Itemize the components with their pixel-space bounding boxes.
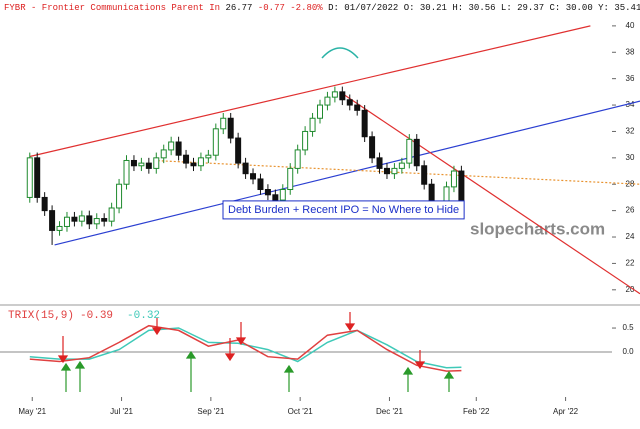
y-tick-label: 22: [626, 259, 635, 268]
candle-body: [458, 170, 465, 201]
indicator-text: -0.32: [127, 310, 160, 322]
candle-body: [398, 162, 405, 169]
y-tick-label: 24: [626, 232, 635, 241]
candle-body: [235, 137, 242, 164]
y-tick-label: 40: [626, 21, 635, 30]
y-tick-label: 38: [626, 47, 635, 56]
arc: [321, 47, 359, 59]
candle-body: [93, 218, 100, 225]
candle-body: [130, 159, 137, 167]
trix-line: [29, 327, 462, 369]
x-tick-label: Oct '21: [288, 407, 314, 416]
candle-body: [294, 149, 301, 169]
y-tick-label: 20: [626, 285, 635, 294]
indicator-text: TRIX(15,9): [8, 310, 74, 322]
candle-body: [138, 162, 145, 167]
candle-body: [264, 189, 271, 196]
candle-body: [160, 149, 167, 159]
candle-body: [324, 96, 331, 106]
candle-body: [272, 194, 279, 201]
candle-body: [302, 130, 309, 151]
y-tick-label: 34: [626, 100, 635, 109]
candle-body: [309, 117, 316, 132]
y-tick-label: 0.0: [622, 347, 634, 356]
y-tick-label: 30: [626, 153, 635, 162]
indicator-text: -0.39: [80, 310, 113, 322]
candle-body: [145, 162, 152, 169]
header: FYBR - Frontier Communications Parent In…: [4, 3, 640, 13]
x-tick-label: May '21: [18, 407, 46, 416]
candle-body: [220, 117, 227, 130]
candle-body: [197, 157, 204, 167]
candle-body: [26, 157, 33, 198]
up-arrows: [60, 350, 455, 392]
candle-body: [56, 225, 63, 231]
symbol: FYBR - Frontier Communications Parent In: [4, 3, 220, 13]
y-tick-label: 32: [626, 127, 635, 136]
candle-body: [153, 157, 160, 169]
x-tick-label: Dec '21: [376, 407, 403, 416]
indicator-label: TRIX(15,9) -0.39 -0.32: [8, 310, 160, 322]
last: 26.77: [225, 3, 252, 13]
arrows: [57, 312, 455, 392]
candle-body: [101, 218, 108, 222]
trendline: [153, 159, 640, 185]
y-tick-label: 26: [626, 206, 635, 215]
candle-body: [376, 157, 383, 169]
candle-body: [383, 167, 390, 175]
candle-body: [250, 173, 257, 180]
candle-body: [242, 162, 249, 175]
candle-body: [190, 162, 197, 167]
y-tick-label: 36: [626, 74, 635, 83]
candle-body: [78, 215, 85, 222]
candle-body: [317, 104, 323, 119]
candle-body: [406, 138, 413, 164]
watermark: slopecharts.com: [470, 219, 605, 238]
candle-body: [339, 91, 346, 101]
candle-body: [71, 216, 78, 222]
candle-body: [108, 207, 115, 222]
x-tick-label: Sep '21: [197, 407, 224, 416]
candle-body: [331, 91, 338, 98]
candle-body: [346, 99, 353, 106]
candle-body: [287, 167, 294, 191]
candle-body: [116, 183, 123, 209]
candle-body: [63, 216, 70, 227]
candle-body: [168, 141, 175, 151]
candle-body: [49, 210, 56, 231]
x-tick-label: Jul '21: [110, 407, 133, 416]
candle-body: [354, 104, 361, 111]
trendline: [29, 25, 591, 158]
candle-body: [212, 128, 219, 156]
ohlc: D: 01/07/2022 O: 30.21 H: 30.56 L: 29.37…: [328, 3, 640, 13]
candle-body: [183, 154, 190, 164]
candle-body: [86, 215, 93, 225]
candle-body: [257, 178, 264, 191]
candle-body: [391, 167, 398, 175]
y-tick-label: 0.5: [622, 323, 634, 332]
trendline: [339, 91, 640, 295]
trendline: [54, 100, 640, 246]
candle-body: [361, 109, 368, 138]
candle-body: [227, 117, 234, 139]
annotation: Debt Burden + Recent IPO = No Where to H…: [228, 204, 459, 216]
annotation-box: [222, 200, 465, 220]
candle-body: [205, 154, 212, 159]
candle-body: [421, 165, 428, 185]
x-tick-label: Apr '22: [553, 407, 579, 416]
candle-body: [34, 157, 41, 198]
candle-body: [369, 136, 376, 159]
x-tick-label: Feb '22: [463, 407, 490, 416]
candle-body: [450, 170, 457, 188]
change: -0.77 -2.80%: [258, 3, 323, 13]
candle-body: [123, 159, 130, 185]
down-arrows: [57, 312, 426, 370]
candle-body: [175, 141, 182, 156]
trix-line: [29, 324, 462, 372]
candle-body: [41, 196, 48, 212]
candle-body: [413, 138, 420, 167]
candle-body: [279, 189, 286, 201]
